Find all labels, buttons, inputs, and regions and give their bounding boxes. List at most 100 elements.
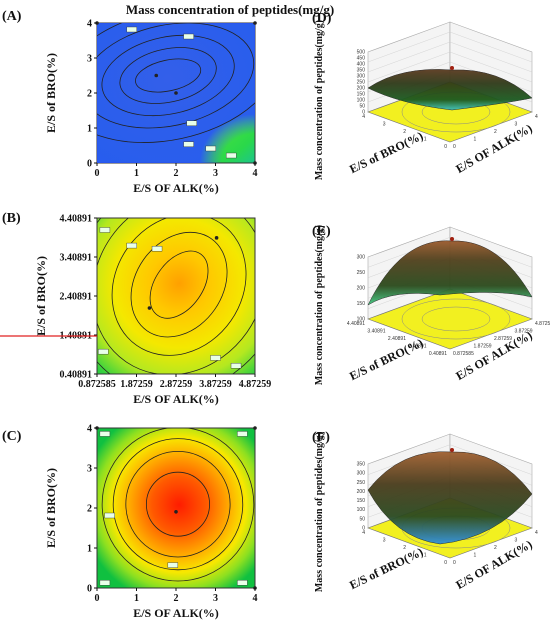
contour-value-tag — [99, 227, 111, 233]
y-tick-label: 1 — [87, 124, 92, 135]
contour-line — [125, 450, 231, 558]
wall-grid-line — [367, 41, 451, 73]
contour-lines — [97, 23, 255, 159]
z-tick-label: 100 — [357, 317, 366, 323]
x-tick-label: 0 — [453, 144, 456, 150]
x-tick-label: 2.87259 — [494, 336, 512, 342]
panel-label: (D) — [312, 11, 332, 26]
contour-line — [130, 231, 228, 338]
contour-value-tag — [99, 580, 111, 586]
contour-line — [135, 58, 202, 93]
contour-line — [112, 438, 244, 571]
x-tick-label: 4 — [535, 530, 538, 536]
contour-panel-a: (A) 0 1 2 3 4 0 1 2 3 4 E/S OF ALK(%) E/S of BRO(%) — [2, 9, 258, 195]
contour-line — [101, 34, 235, 117]
design-point — [253, 21, 257, 25]
wall-grid-line — [449, 31, 533, 63]
x-tick-label: 2 — [174, 168, 179, 179]
z-tick-label: 250 — [357, 270, 366, 276]
contour-value-tag — [98, 348, 109, 355]
y-tick-label: 0 — [444, 560, 447, 566]
x-tick-label: 1.87259 — [120, 379, 153, 390]
contour-lines — [99, 428, 255, 586]
response-surface — [367, 240, 533, 306]
z-tick-label: 400 — [357, 62, 366, 68]
y-axis-title: E/S of BRO(%) — [44, 468, 58, 548]
x-tick-label: 4.87259 — [535, 321, 550, 327]
wall-grid-line — [367, 31, 451, 63]
design-point — [174, 510, 178, 514]
y-tick-label: 2 — [403, 129, 406, 135]
y-tick-label: 1.40891 — [408, 344, 426, 350]
x-tick-label: 3.87259 — [199, 379, 232, 390]
design-point — [174, 91, 178, 95]
y-tick-label: 4 — [362, 114, 365, 120]
contour-value-tag — [183, 141, 194, 148]
y-tick-label: 2.40891 — [60, 292, 93, 303]
contour-line — [111, 218, 247, 356]
x-tick-label: 2 — [174, 593, 179, 604]
floor-contour — [401, 298, 511, 340]
surface-panel-d: (D)0501001502002503003504004505000123401… — [312, 11, 538, 180]
x-tick-label: 3.87259 — [515, 329, 533, 335]
y-tick-label: 2 — [87, 89, 92, 100]
x-axis-title: E/S OF ALK(%) — [133, 606, 219, 620]
contour-value-tag — [205, 145, 216, 152]
contour-line — [145, 471, 210, 537]
y-tick-label: 1 — [87, 544, 92, 555]
contour-value-tag — [167, 562, 179, 568]
y-axis-title: E/S of BRO(%) — [34, 256, 48, 336]
x-tick-label: 0 — [453, 560, 456, 566]
y-tick-label: 4.40891 — [347, 321, 365, 327]
panel-label: (E) — [312, 224, 331, 239]
contour-panel-b: (B) 0.872585 1.87259 2.87259 3.87259 4.87259 0… — [2, 211, 271, 406]
y-tick-label: 3 — [87, 464, 92, 475]
contour-line — [97, 23, 255, 143]
y-tick-label: 2 — [403, 545, 406, 551]
contour-value-tag — [99, 431, 111, 437]
x-tick-label: 4 — [535, 114, 538, 120]
z-tick-label: 100 — [357, 507, 366, 513]
x-axis-title: E/S OF ALK(%) — [133, 181, 219, 195]
contour-panel-c: (C) 0 1 2 3 4 0 1 2 3 4 E/S OF ALK(%) E/S of BRO(%) — [2, 424, 258, 621]
y-axis-title: E/S of BRO(%) — [347, 129, 425, 177]
x-tick-label: 1 — [134, 168, 139, 179]
y-axis-title: E/S of BRO(%) — [347, 336, 425, 384]
z-tick-label: 250 — [357, 480, 366, 486]
panel-label: (A) — [2, 9, 22, 24]
surface-design-point — [450, 237, 454, 241]
z-tick-label: 350 — [357, 462, 366, 468]
z-tick-label: 300 — [357, 74, 366, 80]
x-tick-label: 1.87259 — [474, 344, 492, 350]
contour-line — [149, 250, 209, 319]
x-tick-label: 0.872585 — [453, 351, 474, 357]
y-tick-label: 3 — [383, 538, 386, 544]
figure-title: Mass concentration of peptides(mg/g) — [126, 2, 334, 17]
wall-grid-line — [449, 41, 533, 73]
contour-value-tag — [226, 152, 237, 159]
z-tick-label: 300 — [357, 471, 366, 477]
design-point — [253, 426, 257, 430]
x-tick-label: 0 — [95, 593, 100, 604]
contour-line — [101, 428, 255, 582]
z-tick-label: 150 — [357, 301, 366, 307]
response-surface — [367, 451, 533, 545]
contour-value-tag — [210, 355, 221, 361]
z-tick-label: 100 — [357, 98, 366, 104]
x-tick-label: 2 — [494, 545, 497, 551]
y-axis-title: E/S of BRO(%) — [347, 545, 425, 593]
contour-value-tag — [230, 363, 242, 369]
x-tick-label: 3 — [515, 122, 518, 128]
x-tick-label: 4 — [253, 593, 258, 604]
x-tick-label: 0.872585 — [78, 379, 116, 390]
contour-value-tag — [186, 120, 198, 127]
design-point — [214, 236, 219, 240]
design-point — [154, 73, 159, 78]
y-tick-label: 0 — [444, 144, 447, 150]
y-tick-label: 0.40891 — [429, 351, 447, 357]
y-tick-label: 4 — [87, 424, 92, 435]
y-tick-label: 4 — [87, 19, 92, 30]
contour-lines — [97, 218, 255, 374]
